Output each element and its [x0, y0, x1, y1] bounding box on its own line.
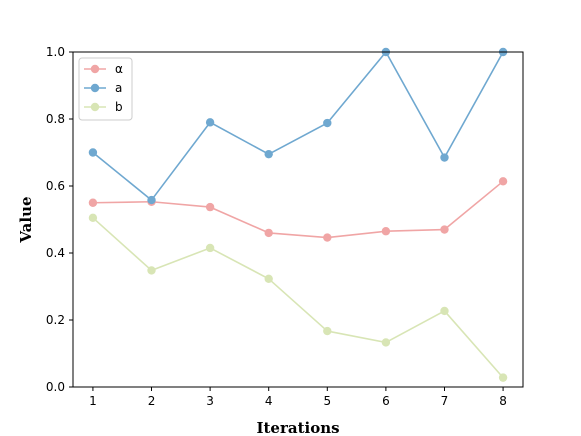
data-point-series2-2 — [147, 195, 156, 205]
legend: αab — [78, 57, 133, 121]
x-tick-label-8: 8 — [499, 394, 507, 408]
data-point-series2-3 — [205, 118, 215, 127]
axes-frame — [72, 51, 524, 388]
x-axis-title: Iterations — [256, 419, 339, 436]
data-point-series1-5 — [323, 233, 332, 242]
legend-label-2: a — [115, 81, 122, 95]
data-point-series3-4 — [264, 274, 273, 283]
legend-marker-1 — [90, 64, 100, 74]
data-point-series3-6 — [381, 338, 391, 347]
data-point-series2-4 — [264, 149, 273, 159]
data-point-series3-2 — [147, 266, 156, 275]
legend-label-1: α — [115, 62, 123, 76]
data-point-series1-6 — [381, 227, 391, 236]
x-tick-label-4: 4 — [265, 394, 273, 408]
y-tick-label-6: 1.0 — [46, 45, 65, 59]
x-tick-label-2: 2 — [148, 394, 156, 408]
legend-box — [78, 57, 133, 121]
y-tick-label-1: 0.0 — [46, 380, 65, 394]
legend-marker-2 — [90, 83, 100, 93]
x-tick-label-5: 5 — [323, 394, 331, 408]
data-point-series1-8 — [498, 177, 508, 186]
data-point-series3-8 — [498, 373, 508, 382]
y-tick-label-4: 0.6 — [46, 179, 65, 193]
data-point-series3-5 — [323, 326, 332, 336]
legend-marker-3 — [90, 102, 100, 112]
y-tick-label-5: 0.8 — [46, 112, 65, 126]
y-tick-label-3: 0.4 — [46, 246, 65, 260]
data-point-series2-5 — [323, 118, 332, 128]
x-tick-label-6: 6 — [382, 394, 390, 408]
axes: 1 2 3 4 5 6 7 8 0.0 0.2 0.4 0.6 0.8 1.0 — [46, 45, 524, 408]
plot-area — [88, 47, 508, 382]
series-line-2 — [92, 51, 504, 201]
series-line-3 — [92, 217, 504, 379]
x-tick-label-7: 7 — [441, 394, 449, 408]
y-axis-title: Value — [17, 196, 35, 243]
series-line-1 — [92, 180, 504, 239]
y-tick-label-2: 0.2 — [46, 313, 65, 327]
legend-label-3: b — [115, 100, 123, 114]
data-point-series3-1 — [88, 213, 98, 223]
x-tick-label-3: 3 — [206, 394, 214, 408]
data-point-series3-7 — [440, 306, 449, 316]
data-point-series3-3 — [205, 243, 215, 253]
x-tick-label-1: 1 — [89, 394, 97, 408]
data-point-series1-1 — [88, 198, 98, 207]
data-point-series2-7 — [440, 153, 449, 162]
data-point-series1-4 — [264, 228, 273, 238]
data-point-series1-7 — [440, 225, 449, 234]
data-point-series1-3 — [205, 202, 215, 212]
data-point-series2-1 — [88, 148, 98, 157]
